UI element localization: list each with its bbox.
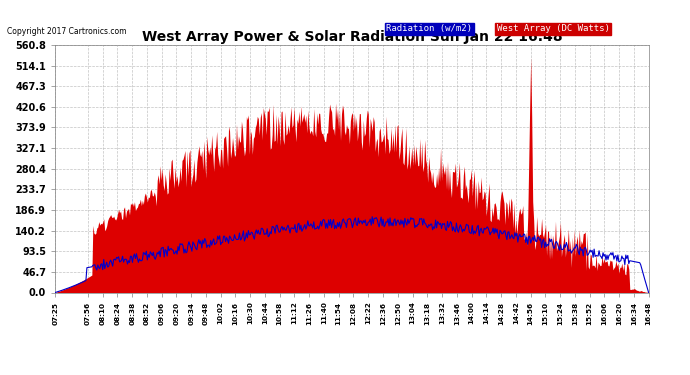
- Text: West Array (DC Watts): West Array (DC Watts): [497, 24, 610, 33]
- Text: Radiation (w/m2): Radiation (w/m2): [386, 24, 473, 33]
- Title: West Array Power & Solar Radiation Sun Jan 22 16:48: West Array Power & Solar Radiation Sun J…: [141, 30, 562, 44]
- Text: Copyright 2017 Cartronics.com: Copyright 2017 Cartronics.com: [7, 27, 126, 36]
